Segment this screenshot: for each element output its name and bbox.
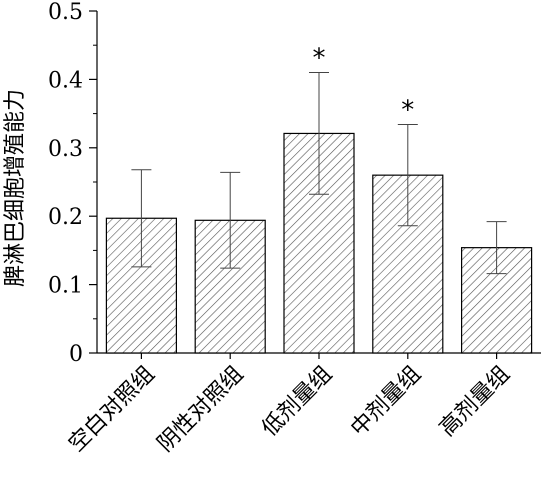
significance-marker: * — [313, 44, 326, 74]
y-axis-label: 脾淋巴细胞增殖能力 — [3, 89, 28, 287]
y-tick-label: 0.4 — [48, 68, 83, 93]
x-category-label: 高剂量组 — [435, 362, 515, 442]
x-category-label: 低剂量组 — [257, 362, 337, 442]
x-category-label: 中剂量组 — [346, 362, 426, 442]
y-tick-label: 0.5 — [48, 0, 83, 25]
y-tick-label: 0.3 — [48, 137, 83, 162]
y-tick-label: 0.2 — [48, 205, 83, 230]
x-category-label: 空白对照组 — [64, 362, 159, 457]
y-tick-label: 0.1 — [48, 274, 83, 299]
significance-marker: * — [401, 96, 414, 126]
y-tick-label: 0 — [69, 342, 83, 367]
x-category-label: 阴性对照组 — [153, 362, 248, 457]
